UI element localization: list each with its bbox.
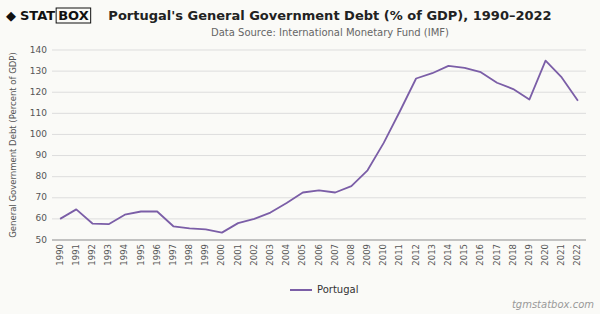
- y-tick-label: 80: [36, 171, 48, 181]
- y-axis-label: General Government Debt (Percent of GDP): [8, 52, 18, 238]
- x-tick-label: 2014: [443, 244, 453, 266]
- chart: Portugal's General Government Debt (% of…: [0, 0, 600, 314]
- y-tick-label: 50: [36, 235, 48, 245]
- x-axis-line: [52, 240, 586, 241]
- x-tick-label: 2017: [492, 244, 502, 266]
- y-tick-label: 60: [36, 213, 48, 223]
- y-tick-label: 110: [30, 108, 47, 118]
- grid-line: [52, 50, 586, 51]
- logo-box: [56, 8, 91, 23]
- x-tick-label: 1996: [152, 244, 162, 266]
- x-tick-label: 2007: [330, 244, 340, 266]
- x-tick-label: 2015: [459, 244, 469, 266]
- y-tick-label: 140: [30, 45, 47, 55]
- y-tick-label: 70: [36, 192, 48, 202]
- x-tick-label: 1997: [168, 244, 178, 266]
- legend-label: Portugal: [317, 284, 358, 295]
- grid-line: [52, 218, 586, 219]
- logo-text: BOX: [58, 8, 89, 23]
- legend: Portugal: [290, 284, 358, 295]
- x-tick-label: 2000: [216, 244, 226, 266]
- x-tick-label: 1992: [87, 244, 97, 266]
- x-tick-label: 2013: [427, 244, 437, 266]
- x-tick-label: 2004: [281, 244, 291, 266]
- x-tick-label: 1993: [103, 244, 113, 266]
- background: [0, 0, 600, 314]
- x-tick-label: 2010: [378, 244, 388, 266]
- y-tick-label: 130: [30, 66, 47, 76]
- x-tick-label: 2018: [508, 244, 518, 266]
- x-tick-label: 2005: [297, 244, 307, 266]
- x-tick-label: 2001: [233, 244, 243, 266]
- plot-area: [60, 61, 578, 233]
- y-tick-label: 90: [36, 150, 48, 160]
- grid-line: [52, 155, 586, 156]
- grid-line: [52, 113, 586, 114]
- subtitle: Data Source: International Monetary Fund…: [211, 27, 449, 38]
- x-tick-label: 2002: [249, 244, 259, 266]
- logo-text: STAT: [20, 8, 55, 23]
- x-tick-label: 1999: [200, 244, 210, 266]
- watermark: tgmstatbox.com: [512, 299, 594, 310]
- x-tick-label: 2022: [572, 244, 582, 266]
- grid-line: [52, 240, 586, 241]
- x-tick-label: 2012: [411, 244, 421, 266]
- logo-text: ◆: [6, 8, 16, 23]
- x-tick-label: 1994: [119, 244, 129, 266]
- x-tick-label: 2003: [265, 244, 275, 266]
- x-tick-label: 1995: [136, 244, 146, 266]
- x-tick-label: 1990: [55, 244, 65, 266]
- grid-line: [52, 176, 586, 177]
- x-tick-label: 2021: [556, 244, 566, 266]
- legend-swatch: [290, 289, 312, 291]
- x-tick-label: 1991: [71, 244, 81, 266]
- grid: [52, 50, 586, 240]
- x-tick-label: 2006: [314, 244, 324, 266]
- x-tick-label: 2008: [346, 244, 356, 266]
- x-tick-label: 2019: [524, 244, 534, 266]
- grid-line: [52, 71, 586, 72]
- grid-line: [52, 197, 586, 198]
- grid-line: [52, 134, 586, 135]
- y-tick-label: 120: [30, 87, 47, 97]
- grid-line: [52, 92, 586, 93]
- series-line: [60, 61, 578, 233]
- y-tick-label: 100: [30, 129, 47, 139]
- x-tick-label: 2016: [475, 244, 485, 266]
- x-tick-label: 2011: [394, 244, 404, 266]
- x-tick-label: 2020: [540, 244, 550, 266]
- x-tick-label: 2009: [362, 244, 372, 266]
- title: Portugal's General Government Debt (% of…: [108, 8, 551, 23]
- x-tick-label: 1998: [184, 244, 194, 266]
